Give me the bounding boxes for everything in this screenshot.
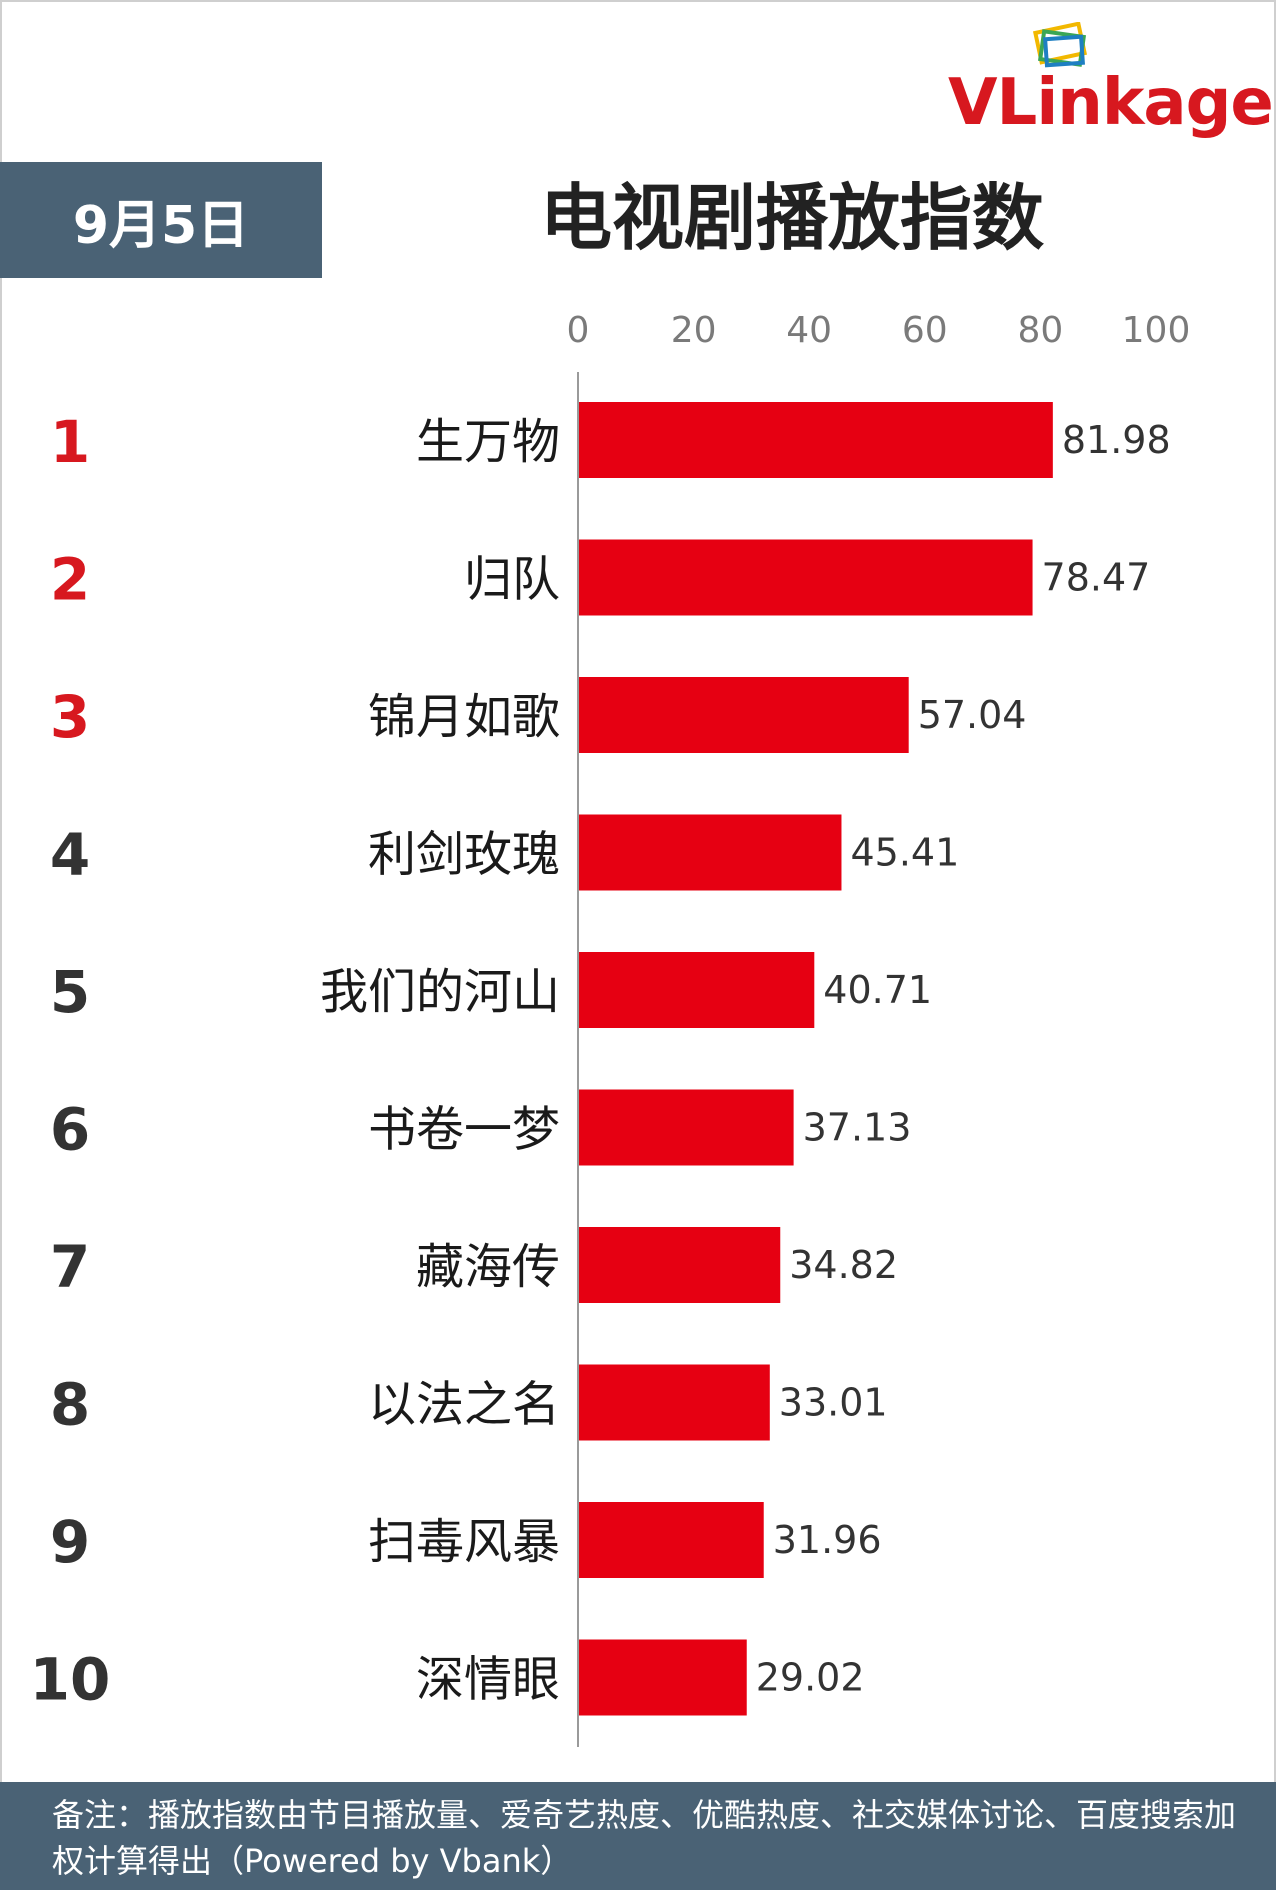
category-label: 利剑玫瑰 bbox=[368, 827, 560, 883]
category-label: 书卷一梦 bbox=[368, 1102, 560, 1158]
bar bbox=[579, 1502, 764, 1578]
x-tick-label: 40 bbox=[786, 310, 832, 351]
bar bbox=[579, 1364, 770, 1441]
bar bbox=[579, 539, 1033, 616]
bar bbox=[579, 1227, 781, 1303]
bar bbox=[579, 402, 1053, 478]
bar bbox=[579, 1089, 794, 1166]
value-label: 40.71 bbox=[823, 968, 932, 1012]
category-label: 我们的河山 bbox=[320, 964, 560, 1020]
rank-number: 7 bbox=[50, 1233, 90, 1301]
rank-number: 1 bbox=[50, 408, 90, 476]
logo-frames-icon bbox=[1032, 22, 1088, 68]
value-label: 81.98 bbox=[1062, 418, 1171, 462]
vlinkage-logo: VLinkage bbox=[948, 22, 1274, 140]
category-label: 锦月如歌 bbox=[368, 689, 560, 745]
x-tick-label: 100 bbox=[1122, 310, 1191, 351]
category-label: 以法之名 bbox=[368, 1377, 560, 1433]
date-label: 9月5日 bbox=[0, 162, 322, 278]
category-label: 扫毒风暴 bbox=[368, 1514, 560, 1570]
bar bbox=[579, 814, 842, 891]
bar bbox=[579, 952, 815, 1028]
chart-title: 电视剧播放指数 bbox=[540, 176, 1045, 260]
bar-chart: 0 20 40 60 80 100 1 生万物 81.98 2 归队 78.47 3 锦月如歌 57.04 4… bbox=[30, 310, 1191, 1747]
rank-number: 5 bbox=[50, 958, 90, 1026]
rank-number: 6 bbox=[50, 1096, 90, 1164]
x-tick-label: 60 bbox=[902, 310, 948, 351]
value-label: 37.13 bbox=[803, 1106, 912, 1150]
category-label: 归队 bbox=[464, 552, 560, 608]
rank-number: 4 bbox=[50, 821, 90, 889]
category-label: 深情眼 bbox=[416, 1652, 560, 1708]
bar bbox=[579, 677, 909, 753]
category-label: 生万物 bbox=[416, 414, 560, 470]
value-label: 29.02 bbox=[756, 1656, 865, 1700]
rank-number: 10 bbox=[30, 1646, 111, 1714]
value-label: 57.04 bbox=[918, 693, 1027, 737]
value-label: 31.96 bbox=[773, 1518, 882, 1562]
value-label: 45.41 bbox=[850, 831, 959, 875]
value-label: 33.01 bbox=[779, 1381, 888, 1425]
x-tick-label: 80 bbox=[1017, 310, 1063, 351]
rank-number: 2 bbox=[50, 546, 90, 614]
value-label: 78.47 bbox=[1042, 556, 1151, 600]
value-label: 34.82 bbox=[789, 1243, 898, 1287]
logo-text-vlink: VLink bbox=[948, 66, 1144, 140]
rank-number: 3 bbox=[50, 683, 90, 751]
x-tick-label: 20 bbox=[671, 310, 717, 351]
rank-number: 8 bbox=[50, 1371, 90, 1439]
x-tick-label: 0 bbox=[567, 310, 590, 351]
logo-text: VLinkage bbox=[948, 66, 1274, 140]
bar bbox=[579, 1639, 747, 1716]
rank-number: 9 bbox=[50, 1508, 90, 1576]
logo-text-age: age bbox=[1143, 66, 1273, 140]
category-label: 藏海传 bbox=[416, 1239, 560, 1295]
footer-note: 备注：播放指数由节目播放量、爱奇艺热度、优酷热度、社交媒体讨论、百度搜索加权计算… bbox=[0, 1782, 1276, 1890]
